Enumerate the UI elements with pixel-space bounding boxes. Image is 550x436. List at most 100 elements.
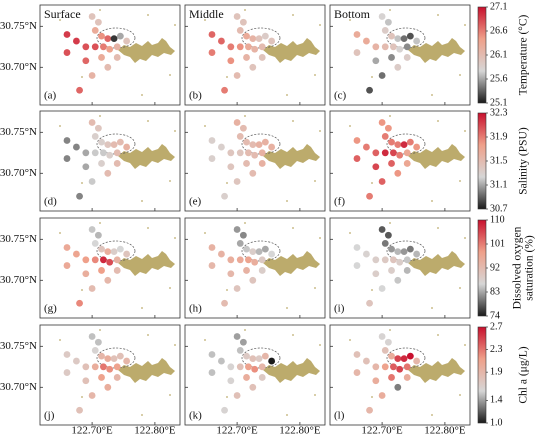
islet <box>389 222 391 224</box>
station-point <box>104 276 112 284</box>
station-point <box>249 355 257 363</box>
colorbar-tick-label: 26.1 <box>490 49 508 60</box>
station-point <box>218 250 225 258</box>
station-point <box>98 352 105 360</box>
y-tick-label: 30.70°N <box>0 167 37 179</box>
station-point <box>353 351 361 358</box>
station-point <box>245 363 252 371</box>
station-point <box>381 27 389 34</box>
islet <box>169 74 171 76</box>
islet <box>464 24 466 26</box>
station-point <box>384 18 392 26</box>
station-point <box>261 138 269 146</box>
station-point <box>63 31 71 38</box>
station-point <box>100 43 107 51</box>
station-point <box>123 143 131 151</box>
station-point <box>378 285 386 292</box>
station-point <box>388 32 395 40</box>
station-point <box>258 256 266 264</box>
station-point <box>406 352 414 360</box>
islet <box>314 394 316 396</box>
station-point <box>372 270 380 278</box>
islet <box>371 182 373 184</box>
panel-label: (d) <box>44 196 57 208</box>
station-point <box>255 141 263 149</box>
colorbar <box>477 326 487 424</box>
station-point <box>116 138 124 146</box>
station-point <box>388 352 395 360</box>
islet <box>141 200 143 202</box>
islet <box>244 329 246 331</box>
islet <box>371 289 373 291</box>
islet <box>244 9 246 11</box>
station-point <box>76 299 83 307</box>
dashed-zone <box>241 27 281 49</box>
station-point <box>413 143 421 151</box>
station-point <box>113 363 121 371</box>
station-point <box>104 141 112 149</box>
colorbar <box>477 6 487 104</box>
station-point <box>98 374 105 381</box>
map-panel: (f) <box>329 110 471 212</box>
station-point <box>413 250 421 258</box>
islet <box>292 120 294 122</box>
station-point <box>116 32 124 40</box>
islet <box>292 14 294 16</box>
dashed-zone <box>96 347 136 369</box>
station-point <box>363 143 370 151</box>
station-point <box>82 377 90 385</box>
islet <box>286 94 288 96</box>
islet <box>459 394 461 396</box>
station-point <box>378 226 386 233</box>
station-point <box>208 49 216 56</box>
islet <box>431 307 433 309</box>
station-point <box>73 37 80 45</box>
station-point <box>233 178 241 185</box>
map-panel: (l) <box>329 324 471 426</box>
station-point <box>388 374 395 381</box>
station-point <box>113 374 121 381</box>
map-panel: (i) <box>329 217 471 319</box>
station-point <box>268 37 276 45</box>
station-point <box>372 363 380 371</box>
station-point <box>236 27 244 34</box>
islet <box>59 19 61 21</box>
station-point <box>394 355 402 363</box>
station-point <box>388 267 395 274</box>
islet <box>226 182 228 184</box>
y-tick-label: 30.70°N <box>0 61 37 73</box>
station-point <box>403 363 411 371</box>
station-point <box>104 355 112 363</box>
station-point <box>123 250 131 258</box>
station-point <box>245 256 252 264</box>
dashed-zone <box>386 240 426 262</box>
station-point <box>390 149 397 157</box>
x-tick-label: 122.80°E <box>424 425 466 436</box>
map-panel: (h) <box>184 217 326 319</box>
islet <box>169 394 171 396</box>
station-point <box>258 267 266 274</box>
station-point <box>243 374 250 381</box>
station-point <box>403 43 411 51</box>
dashed-zone <box>386 133 426 155</box>
station-point <box>394 276 402 284</box>
station-point <box>76 406 83 414</box>
islet <box>286 307 288 309</box>
station-point <box>218 143 225 151</box>
station-point <box>233 392 241 399</box>
station-point <box>372 377 380 385</box>
map-panel: (e) <box>184 110 326 212</box>
islet <box>371 396 373 398</box>
station-point <box>113 267 121 274</box>
station-point <box>63 262 71 269</box>
colorbar-tick-label: 2.7 <box>490 321 503 332</box>
station-point <box>403 160 411 167</box>
station-point <box>261 32 269 40</box>
station-point <box>104 35 112 43</box>
station-point <box>227 270 235 278</box>
panel-label: (f) <box>334 196 345 208</box>
station-point <box>249 276 257 284</box>
station-point <box>106 258 114 266</box>
islet <box>147 14 149 16</box>
station-point <box>98 160 105 167</box>
